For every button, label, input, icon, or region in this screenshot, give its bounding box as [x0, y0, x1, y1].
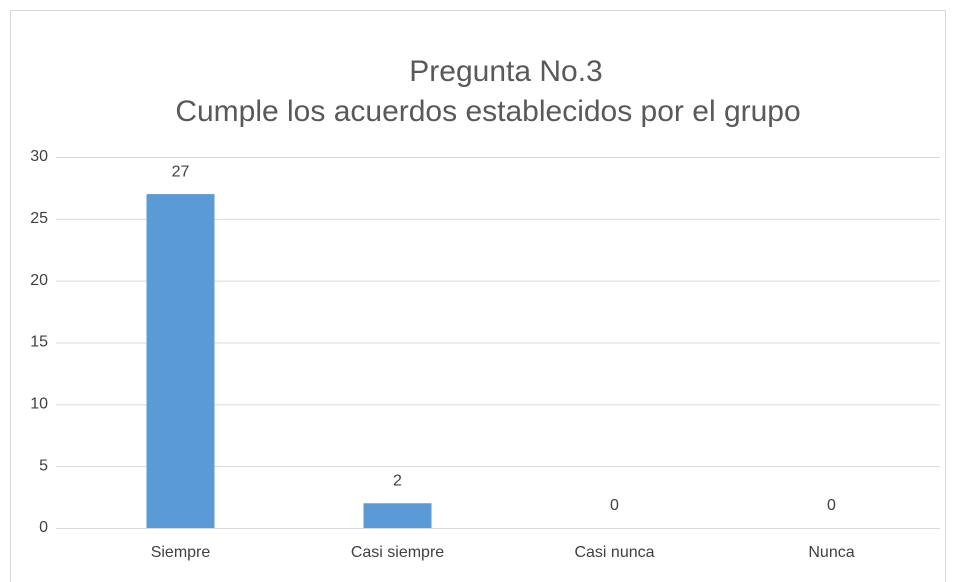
y-tick-label: 15: [30, 334, 48, 351]
y-tick-label: 20: [30, 272, 48, 289]
data-label: 2: [393, 472, 402, 489]
y-tick-label: 0: [39, 519, 48, 536]
data-label: 0: [610, 497, 619, 514]
x-tick-label: Nunca: [808, 544, 854, 561]
x-tick-label: Siempre: [151, 544, 211, 561]
y-tick-label: 5: [39, 457, 48, 474]
x-tick-label: Casi nunca: [574, 544, 654, 561]
chart-subtitle: Cumple los acuerdos establecidos por el …: [175, 95, 800, 128]
y-tick-label: 10: [30, 396, 48, 413]
x-tick-label: Casi siempre: [351, 544, 444, 561]
bar: [146, 194, 215, 528]
chart-title: Pregunta No.3: [409, 55, 602, 88]
data-label: 27: [172, 163, 190, 180]
y-tick-label: 30: [30, 148, 48, 165]
bar: [363, 503, 432, 528]
data-label: 0: [827, 497, 836, 514]
y-tick-label: 25: [30, 210, 48, 227]
